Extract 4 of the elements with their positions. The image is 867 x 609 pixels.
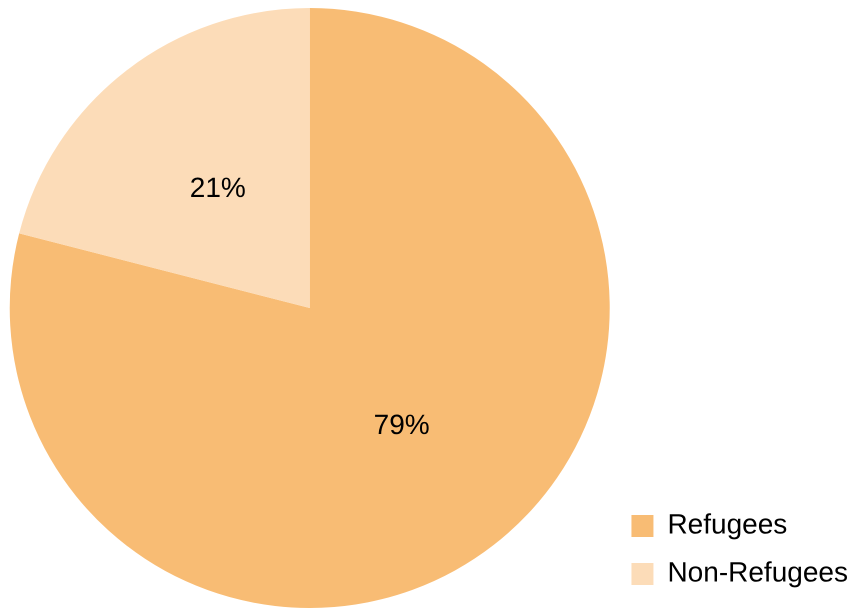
data-label: 79% xyxy=(374,409,430,440)
legend-label: Refugees xyxy=(667,508,788,540)
data-label: 21% xyxy=(190,172,246,204)
legend-label: Non-Refugees xyxy=(667,556,848,588)
